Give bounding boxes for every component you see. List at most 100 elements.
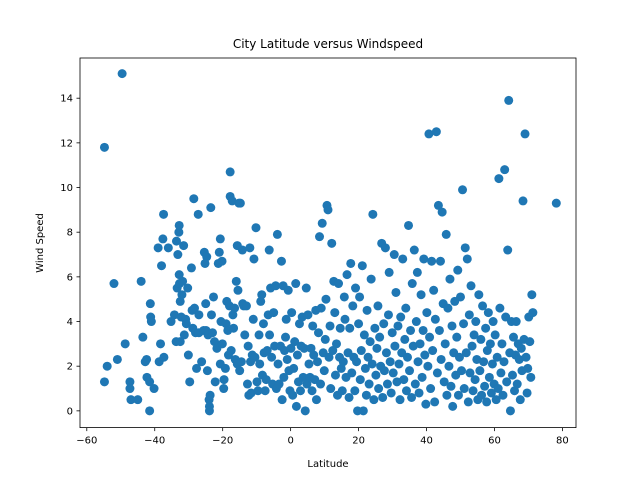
x-tick-label: 20 bbox=[352, 436, 365, 447]
data-point bbox=[494, 174, 504, 184]
data-point bbox=[481, 323, 491, 333]
data-point bbox=[440, 339, 450, 349]
data-point bbox=[386, 388, 396, 398]
data-point bbox=[385, 357, 395, 367]
data-point bbox=[236, 357, 246, 367]
data-point bbox=[347, 368, 357, 378]
data-point bbox=[261, 375, 271, 385]
data-point bbox=[281, 332, 291, 342]
data-point bbox=[414, 388, 424, 398]
data-point bbox=[496, 368, 506, 378]
y-tick-label: 10 bbox=[60, 183, 73, 194]
data-point bbox=[408, 341, 418, 351]
data-point bbox=[493, 384, 503, 394]
x-tick-label: 0 bbox=[287, 436, 293, 447]
data-point bbox=[158, 234, 168, 244]
data-point bbox=[312, 357, 322, 367]
data-point bbox=[465, 368, 475, 378]
data-point bbox=[248, 314, 258, 324]
data-point bbox=[252, 377, 262, 387]
data-point bbox=[491, 395, 501, 405]
data-point bbox=[452, 332, 462, 342]
data-point bbox=[359, 330, 369, 340]
data-point bbox=[472, 354, 482, 364]
data-point bbox=[429, 285, 439, 295]
data-point bbox=[174, 270, 184, 280]
data-point bbox=[210, 377, 220, 387]
data-point bbox=[153, 243, 163, 253]
data-point bbox=[265, 330, 275, 340]
data-point bbox=[425, 332, 435, 342]
data-point bbox=[192, 363, 202, 373]
data-point bbox=[175, 337, 185, 347]
data-point bbox=[478, 301, 488, 311]
data-point bbox=[373, 301, 383, 311]
data-point bbox=[214, 247, 224, 257]
data-point bbox=[174, 227, 184, 237]
data-point bbox=[178, 276, 188, 286]
data-point bbox=[459, 384, 469, 394]
data-point bbox=[197, 357, 207, 367]
y-axis-ticks: 0 2 4 6 8 10 12 14 bbox=[60, 94, 80, 417]
data-point bbox=[325, 321, 335, 331]
data-point bbox=[235, 198, 245, 208]
data-point bbox=[490, 330, 500, 340]
data-point bbox=[363, 352, 373, 362]
data-point bbox=[488, 317, 498, 327]
data-point bbox=[355, 292, 365, 302]
data-point bbox=[256, 296, 266, 306]
data-point bbox=[354, 319, 364, 329]
data-point bbox=[291, 279, 301, 289]
data-point bbox=[146, 317, 156, 327]
data-point bbox=[317, 218, 327, 228]
data-point bbox=[446, 381, 456, 391]
data-point bbox=[395, 395, 405, 405]
data-point bbox=[457, 366, 467, 376]
data-point bbox=[350, 386, 360, 396]
data-point bbox=[371, 370, 381, 380]
data-point bbox=[396, 312, 406, 322]
data-point bbox=[189, 194, 199, 204]
data-point bbox=[291, 401, 301, 411]
data-point bbox=[169, 310, 179, 320]
data-point bbox=[288, 390, 298, 400]
data-point bbox=[302, 379, 312, 389]
data-point bbox=[319, 366, 329, 376]
data-point bbox=[369, 395, 379, 405]
data-point bbox=[219, 384, 229, 394]
x-tick-label: 60 bbox=[488, 436, 501, 447]
data-point bbox=[461, 348, 471, 358]
data-point bbox=[484, 372, 494, 382]
data-point bbox=[475, 366, 485, 376]
y-tick-label: 8 bbox=[67, 228, 73, 239]
data-point bbox=[526, 372, 536, 382]
data-point bbox=[388, 368, 398, 378]
data-point bbox=[201, 299, 211, 309]
data-point bbox=[217, 256, 227, 266]
data-point bbox=[434, 325, 444, 335]
data-point bbox=[470, 375, 480, 385]
data-point bbox=[419, 254, 429, 264]
data-point bbox=[240, 330, 250, 340]
data-point bbox=[458, 185, 468, 195]
data-point bbox=[298, 372, 308, 382]
data-point bbox=[432, 368, 442, 378]
data-point bbox=[206, 310, 216, 320]
data-point bbox=[142, 354, 152, 364]
data-point bbox=[292, 350, 302, 360]
x-tick-label: −40 bbox=[144, 436, 165, 447]
data-point bbox=[392, 377, 402, 387]
data-point bbox=[487, 359, 497, 369]
data-point bbox=[186, 263, 196, 273]
data-point bbox=[324, 352, 334, 362]
data-point bbox=[439, 377, 449, 387]
data-point bbox=[485, 339, 495, 349]
data-point bbox=[257, 290, 267, 300]
data-point bbox=[426, 384, 436, 394]
data-point bbox=[469, 330, 479, 340]
data-point bbox=[387, 328, 397, 338]
data-point bbox=[447, 321, 457, 331]
data-point bbox=[518, 196, 528, 206]
data-point bbox=[289, 363, 299, 373]
data-point bbox=[401, 303, 411, 313]
